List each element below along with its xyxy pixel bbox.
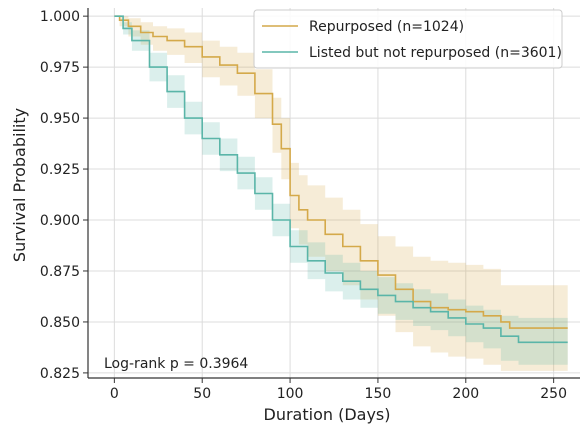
y-tick-label: 0.925 — [40, 162, 80, 178]
y-tick-label: 0.850 — [40, 315, 80, 331]
x-tick-label: 200 — [452, 386, 479, 402]
series-line-repurposed — [114, 15, 568, 329]
x-axis-label: Duration (Days) — [264, 405, 391, 424]
axes: 0 50 100 150 200 250 0.825 0.850 0.875 0.900 0.925… — [40, 8, 580, 402]
legend-box — [253, 9, 563, 69]
legend-label-not-repurposed: Listed but not repurposed (n=3601) — [309, 45, 562, 61]
ci-band-repurposed — [114, 16, 568, 371]
y-tick-label: 1.000 — [40, 9, 80, 25]
y-axis-label: Survival Probability — [10, 108, 29, 262]
x-tick-label: 0 — [110, 386, 119, 402]
x-tick-label: 100 — [277, 386, 304, 402]
x-tick-label: 150 — [365, 386, 392, 402]
y-tick-label: 0.900 — [40, 213, 80, 229]
survival-lines — [114, 15, 568, 344]
y-tick-label: 0.950 — [40, 111, 80, 127]
x-tick-label: 250 — [540, 386, 567, 402]
series-line-not-repurposed — [114, 15, 568, 344]
confidence-bands — [114, 16, 568, 371]
x-tick-label: 50 — [193, 386, 211, 402]
legend-label-repurposed: Repurposed (n=1024) — [309, 19, 464, 35]
legend: Repurposed (n=1024) Listed but not repur… — [253, 9, 563, 69]
ci-band-not-repurposed — [114, 16, 568, 365]
y-tick-label: 0.875 — [40, 264, 80, 280]
logrank-annotation: Log-rank p = 0.3964 — [104, 356, 248, 372]
y-tick-label: 0.825 — [40, 366, 80, 382]
y-tick-label: 0.975 — [40, 60, 80, 76]
